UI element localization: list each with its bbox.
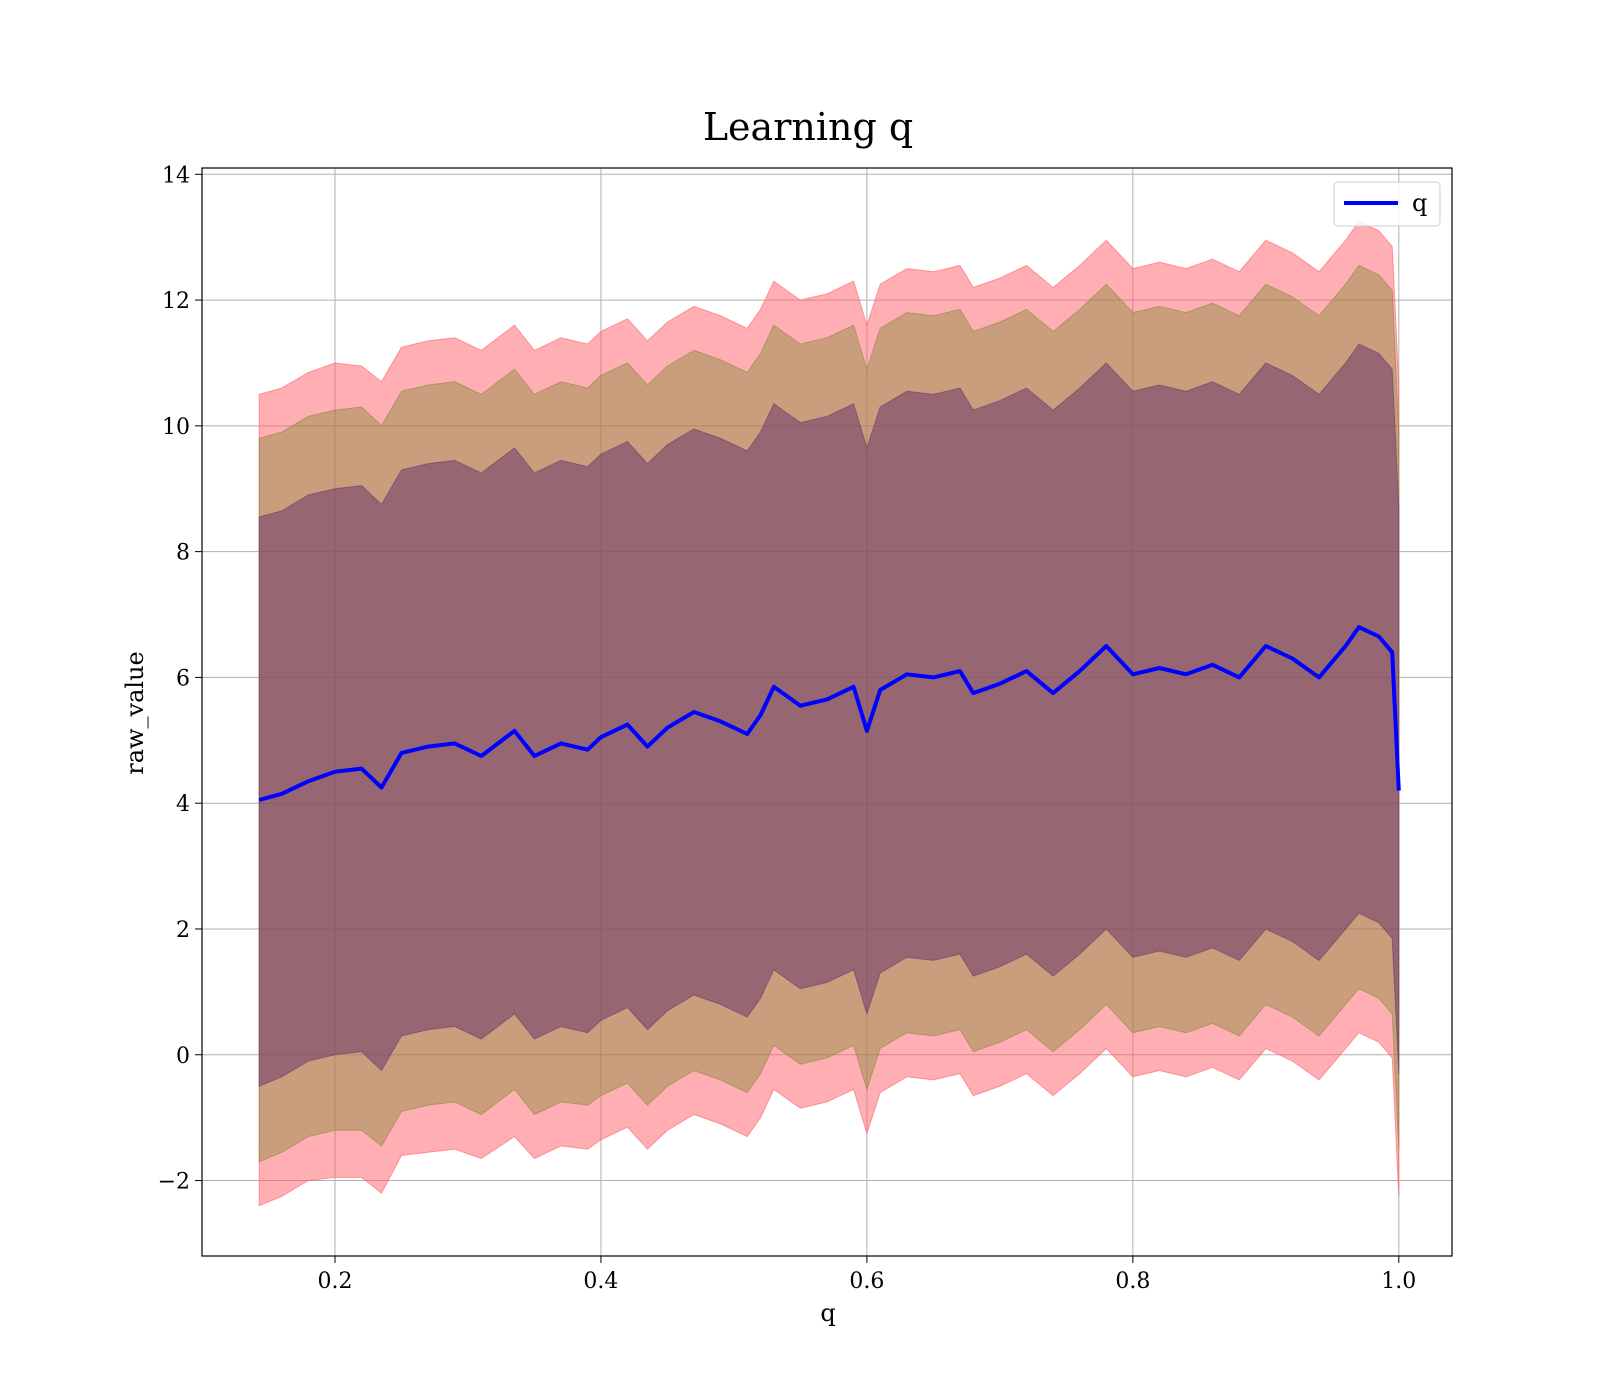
confidence-band-2 [258,343,1400,1087]
legend-label-q: q [1412,189,1427,217]
y-tick-label-7: 12 [162,289,190,314]
plot-area: 0.2 0.4 0.6 0.8 1.0 −2 0 2 4 6 8 10 12 14 [158,163,1453,1294]
y-tick-label-3: 4 [176,792,190,817]
y-axis-label: raw_value [121,651,149,775]
axes-frame [201,167,1453,1257]
x-axis-label: q [820,1299,835,1327]
y-tick-label-0: −2 [158,1170,190,1195]
y-tick-label-2: 2 [176,918,190,943]
y-tick-label-1: 0 [176,1044,190,1069]
y-tick-label-8: 14 [162,163,190,188]
chart-title: Learning q [703,105,913,149]
y-tick-label-6: 10 [162,415,190,440]
x-tick-label-2: 0.6 [849,1269,884,1294]
series-line-0 [258,625,1401,802]
legend: q [1333,181,1441,227]
y-tick-label-5: 8 [176,541,190,566]
x-tick-label-3: 0.8 [1115,1269,1150,1294]
x-tick-label-1: 0.4 [583,1269,618,1294]
x-tick-label-4: 1.0 [1381,1269,1416,1294]
y-tick-label-4: 6 [176,666,190,691]
x-tick-label-0: 0.2 [317,1269,352,1294]
